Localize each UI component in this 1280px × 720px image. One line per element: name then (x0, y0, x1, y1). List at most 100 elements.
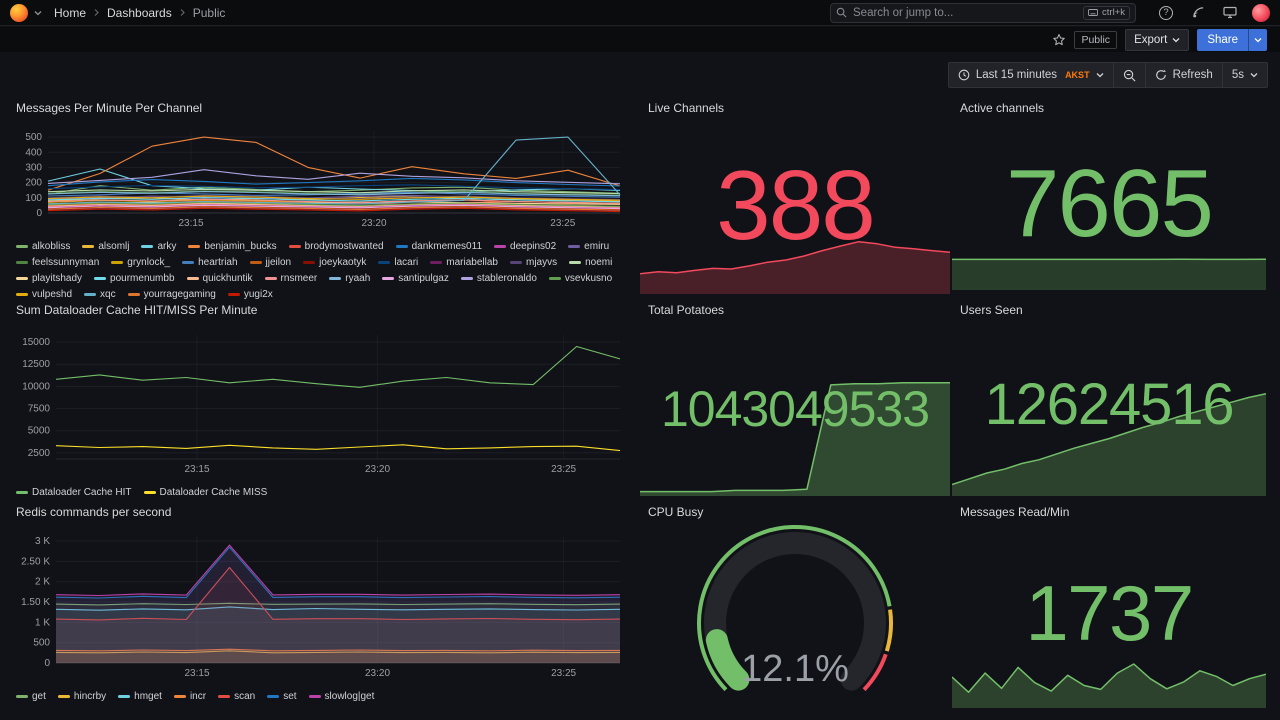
star-icon (1053, 33, 1066, 45)
svg-text:23:25: 23:25 (551, 668, 576, 679)
panel-dataloader-cache: Sum Dataloader Cache HIT/MISS Per Minute… (8, 298, 636, 498)
news-button[interactable] (1188, 3, 1208, 23)
search-input[interactable]: Search or jump to... ctrl+k (830, 2, 1136, 23)
legend-item[interactable]: mjayvs (509, 256, 557, 269)
top-nav: Home Dashboards Public Search or jump to… (0, 0, 1280, 26)
legend-item[interactable]: arky (141, 240, 176, 253)
legend-item[interactable]: joeykaotyk (303, 256, 366, 269)
svg-text:23:15: 23:15 (184, 464, 209, 475)
legend-item[interactable]: benjamin_bucks (188, 240, 277, 253)
chart-area: 0 500 1 K 1.50 K 2 K 2.50 K 3 K 23:15 23:20 23:25 (8, 521, 636, 684)
panel-title[interactable]: Redis commands per second (16, 505, 172, 519)
panel-title[interactable]: Messages Per Minute Per Channel (16, 101, 203, 115)
chevron-down-icon (1254, 37, 1262, 42)
refresh-button[interactable]: Refresh (1144, 63, 1222, 87)
legend-item[interactable]: incr (173, 690, 206, 703)
breadcrumb-home[interactable]: Home (54, 5, 87, 20)
breadcrumb-dashboards[interactable]: Dashboards (107, 5, 172, 20)
sparkline-chart (640, 381, 950, 496)
panel-title[interactable]: Total Potatoes (648, 303, 725, 317)
legend-item[interactable]: vsevkusno (548, 272, 612, 285)
chart-area: 0 100 200 300 400 500 23:15 23:20 23:25 (8, 117, 636, 234)
panel-messages-read: Messages Read/Min 1737 (952, 500, 1266, 712)
legend-item[interactable]: stableronaldo (460, 272, 537, 285)
grafana-logo-icon[interactable] (10, 3, 28, 22)
legend-item[interactable]: playitshady (16, 272, 82, 285)
legend-item[interactable]: yourragegaming (127, 288, 216, 301)
legend-item[interactable]: pourmenumbb (94, 272, 175, 285)
legend-item[interactable]: emiru (568, 240, 609, 253)
org-chevron-down-icon[interactable] (34, 9, 42, 17)
legend-item[interactable]: noemi (569, 256, 612, 269)
breadcrumb-separator-icon (179, 8, 186, 17)
legend-item[interactable]: mariabellab (430, 256, 498, 269)
legend-item[interactable]: feelssunnyman (16, 256, 99, 269)
legend-item[interactable]: hincrby (57, 690, 106, 703)
legend-item[interactable]: ryaah (329, 272, 370, 285)
legend-item[interactable]: hmget (118, 690, 162, 703)
legend-item[interactable]: alkobliss (16, 240, 70, 253)
chevron-down-icon (1250, 73, 1258, 78)
svg-text:15000: 15000 (22, 337, 50, 348)
legend-item[interactable]: deepins02 (494, 240, 556, 253)
timeseries-chart[interactable]: 0 500 1 K 1.50 K 2 K 2.50 K 3 K 23:15 23:20 23:25 (16, 531, 628, 679)
legend-item[interactable]: quickhuntik (186, 272, 253, 285)
zoom-out-icon (1123, 69, 1136, 81)
legend-item[interactable]: jjeilon (249, 256, 291, 269)
panel-title[interactable]: Users Seen (960, 303, 1023, 317)
dashboard-actions-bar: Public Export Share (0, 27, 1280, 52)
time-controls: Last 15 minutes AKST Refresh 5s (947, 62, 1268, 88)
legend-item[interactable]: vulpeshd (16, 288, 72, 301)
panel-title[interactable]: Messages Read/Min (960, 505, 1070, 519)
svg-text:23:25: 23:25 (550, 218, 575, 229)
refresh-interval-picker[interactable]: 5s (1221, 63, 1267, 87)
user-avatar[interactable] (1252, 3, 1270, 22)
legend-item[interactable]: get (16, 690, 46, 703)
panel-title[interactable]: Live Channels (648, 101, 725, 115)
legend-item[interactable]: rnsmeer (264, 272, 317, 285)
timeseries-chart[interactable]: 0 100 200 300 400 500 23:15 23:20 23:25 (16, 125, 628, 229)
panel-live-channels: Live Channels 388 (640, 96, 950, 296)
panel-title[interactable]: Active channels (960, 101, 1045, 115)
help-button[interactable]: ? (1156, 3, 1176, 23)
legend-item[interactable]: yugi2x (227, 288, 273, 301)
clock-icon (958, 69, 970, 81)
legend-item[interactable]: brodymostwanted (288, 240, 384, 253)
panel-title[interactable]: CPU Busy (648, 505, 704, 519)
breadcrumb-current[interactable]: Public (192, 5, 226, 20)
legend-item[interactable]: Dataloader Cache MISS (143, 486, 267, 499)
star-button[interactable] (1052, 33, 1066, 47)
time-range-picker[interactable]: Last 15 minutes AKST (949, 63, 1113, 87)
svg-text:5000: 5000 (28, 426, 51, 437)
sparkline-chart (952, 392, 1266, 496)
panel-users-seen: Users Seen 12624516 (952, 298, 1266, 498)
legend-item[interactable]: scan (218, 690, 255, 703)
help-icon: ? (1159, 5, 1173, 20)
export-button[interactable]: Export (1125, 28, 1190, 51)
legend-item[interactable]: heartriah (182, 256, 238, 269)
legend-item[interactable]: Dataloader Cache HIT (16, 486, 132, 499)
dashboard-tag-public[interactable]: Public (1074, 30, 1118, 49)
legend-item[interactable]: alsomlj (82, 240, 129, 253)
legend-item[interactable]: set (267, 690, 297, 703)
search-shortcut-badge: ctrl+k (1083, 5, 1130, 20)
zoom-out-button[interactable] (1112, 63, 1145, 87)
rss-icon (1192, 7, 1203, 18)
share-button[interactable]: Share (1197, 28, 1267, 51)
svg-text:500: 500 (25, 132, 42, 143)
legend-item[interactable]: slowlog|get (308, 690, 374, 703)
legend-item[interactable]: santipulgaz (382, 272, 449, 285)
legend-item[interactable]: lacari (378, 256, 418, 269)
legend-item[interactable]: dankmemes011 (395, 240, 482, 253)
keyboard-icon (1088, 9, 1098, 16)
legend-item[interactable]: grynlock_ (111, 256, 170, 269)
legend-item[interactable]: xqc (84, 288, 116, 301)
timeseries-chart[interactable]: 2500 5000 7500 10000 12500 15000 23:15 23:20 23:… (16, 329, 628, 475)
breadcrumb-separator-icon (93, 8, 100, 17)
panel-messages-per-minute: Messages Per Minute Per Channel 0 100 200 3… (8, 96, 636, 300)
display-button[interactable] (1220, 3, 1240, 23)
svg-text:3 K: 3 K (35, 536, 50, 547)
svg-text:23:20: 23:20 (361, 218, 386, 229)
share-menu-button[interactable] (1248, 28, 1267, 51)
panel-title[interactable]: Sum Dataloader Cache HIT/MISS Per Minute (16, 303, 258, 317)
